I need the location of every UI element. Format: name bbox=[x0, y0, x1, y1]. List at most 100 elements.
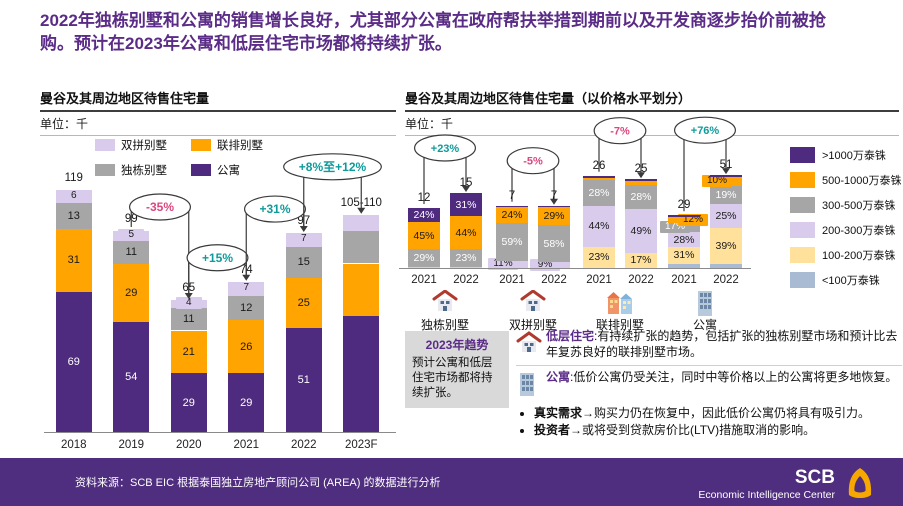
bar-segment bbox=[343, 214, 380, 232]
bar-segment bbox=[710, 175, 742, 178]
bar-segment bbox=[583, 246, 615, 268]
bar-segment bbox=[408, 266, 440, 268]
legend-item: 双拼别墅 bbox=[95, 137, 191, 153]
legend-item: 500-1000万泰铢 bbox=[790, 172, 902, 188]
condo-icon bbox=[689, 290, 721, 321]
bar-segment bbox=[583, 180, 615, 207]
x-axis-line bbox=[399, 268, 491, 269]
x-axis-line bbox=[44, 432, 396, 433]
bar-total-label: 74 bbox=[239, 263, 253, 276]
legend-label: 独栋别墅 bbox=[121, 165, 167, 177]
house-icon bbox=[516, 329, 546, 358]
bar-segment bbox=[228, 320, 265, 374]
legend-swatch bbox=[790, 247, 815, 263]
annotation-label: -35% bbox=[146, 200, 174, 214]
scb-wordmark: SCB bbox=[794, 467, 835, 488]
bar-segment-label: 10% bbox=[702, 175, 732, 188]
bar-segment bbox=[450, 193, 482, 217]
bar-segment bbox=[583, 177, 615, 181]
annotation-label: +15% bbox=[202, 251, 233, 265]
bar-total-label: 25 bbox=[634, 163, 648, 176]
annotation-bubble bbox=[414, 134, 476, 162]
legend-swatch bbox=[191, 164, 211, 176]
bar-segment bbox=[170, 330, 207, 374]
bar-segment-label: 25 bbox=[297, 297, 310, 310]
x-axis-label: 2022 bbox=[541, 274, 567, 286]
annotation-bubble bbox=[593, 117, 647, 145]
bar-segment-label: 28% bbox=[673, 233, 695, 246]
legend-swatch bbox=[790, 147, 815, 163]
bar-segment-label: 58% bbox=[543, 237, 565, 250]
bar-segment-label: 51 bbox=[297, 374, 310, 387]
bar-segment-label: 23% bbox=[455, 251, 477, 264]
bar-segment bbox=[55, 291, 92, 432]
bar-segment bbox=[710, 264, 742, 268]
bar-total-label: 29 bbox=[677, 199, 691, 212]
bar-segment-label: 29 bbox=[182, 396, 195, 409]
group-label: 双拼别墅 bbox=[508, 318, 557, 332]
legend-swatch bbox=[790, 272, 815, 288]
right-chart-header: 曼谷及其周边地区待售住宅量（以价格水平划分） 单位：千 bbox=[405, 88, 899, 136]
legend-swatch bbox=[95, 164, 115, 176]
legend-swatch bbox=[790, 172, 815, 188]
bar-segment-label: 24% bbox=[501, 208, 523, 221]
trends-title: 2023年趋势 bbox=[425, 338, 489, 352]
right-chart-legend: >1000万泰铢 500-1000万泰铢 300-500万泰铢 200-300万泰铢 1… bbox=[790, 147, 902, 297]
x-axis-label: 2022 bbox=[453, 274, 479, 286]
footer-bar: 资料来源：SCB EIC 根据泰国独立房地产顾问公司 (AREA) 的数据进行分… bbox=[0, 458, 903, 506]
bar-segment-label: 23% bbox=[588, 251, 610, 264]
bar-segment bbox=[668, 232, 700, 248]
bar-segment-label: 6 bbox=[60, 189, 87, 202]
bar-segment bbox=[55, 202, 92, 229]
bar-segment-label: 29 bbox=[125, 286, 138, 299]
bar-segment bbox=[450, 266, 482, 268]
x-axis-line bbox=[659, 268, 751, 269]
building-icon bbox=[516, 370, 546, 401]
legend-item: 公寓 bbox=[191, 162, 263, 178]
x-axis-label: 2019 bbox=[118, 439, 145, 451]
bar-segment bbox=[625, 209, 657, 253]
bar-segment-label: 11 bbox=[125, 246, 137, 259]
bar-segment-label: 21 bbox=[182, 345, 195, 358]
insight-condo-text: 公寓:低价公寓仍受关注，同时中等价格以上的公寓将更多地恢复。 bbox=[546, 369, 898, 384]
bar-segment-label: 28% bbox=[588, 187, 610, 200]
insight-bullets: 真实需求→购买力仍在恢复中，因此低价公寓仍将具有吸引力。 投资者→或将受到贷款房… bbox=[516, 406, 902, 439]
bar-segment bbox=[538, 225, 570, 263]
bar-total-label: 97 bbox=[297, 215, 311, 228]
bar-total-label: 105-110 bbox=[340, 196, 382, 209]
x-axis-label: 2021 bbox=[411, 274, 437, 286]
x-axis-line bbox=[574, 268, 666, 269]
bar-total-label: 65 bbox=[182, 282, 196, 295]
group-label: 公寓 bbox=[692, 318, 717, 332]
bar-segment-label: 69 bbox=[67, 355, 80, 368]
source-note: 资料来源：SCB EIC 根据泰国独立房地产顾问公司 (AREA) 的数据进行分… bbox=[75, 477, 441, 489]
x-axis-label: 2018 bbox=[60, 439, 87, 451]
annotation-bubble bbox=[283, 153, 382, 181]
scb-arch-icon bbox=[843, 464, 877, 505]
annotation-label: -5% bbox=[523, 156, 543, 168]
left-chart-title: 曼谷及其周边地区待售住宅量 bbox=[40, 88, 396, 112]
bar-segment bbox=[55, 229, 92, 292]
x-axis-label: 2021 bbox=[499, 274, 525, 286]
legend-swatch bbox=[95, 139, 115, 151]
bar-segment-label: 17% bbox=[630, 254, 652, 267]
bar-segment bbox=[170, 308, 207, 331]
trends-body: 预计公寓和低层住宅市场都将持续扩张。 bbox=[412, 357, 493, 399]
bar-segment bbox=[538, 206, 570, 226]
bar-segment bbox=[625, 184, 657, 210]
bar-segment-label: 11% bbox=[488, 257, 518, 270]
bar-segment-label: 25% bbox=[715, 209, 737, 222]
bar-total-label: 119 bbox=[64, 172, 83, 185]
bar-segment bbox=[625, 252, 657, 268]
bar-segment-label: 4 bbox=[175, 297, 202, 310]
bar-total-label: 12 bbox=[417, 192, 431, 204]
scb-logo: SCB Economic Intelligence Center bbox=[698, 464, 877, 505]
trends-box: 2023年趋势 预计公寓和低层住宅市场都将持续扩张。 bbox=[405, 331, 509, 408]
bar-segment bbox=[496, 205, 528, 207]
bar-segment bbox=[538, 205, 570, 207]
bar-segment bbox=[285, 328, 322, 432]
legend-label: 300-500万泰铢 bbox=[822, 200, 896, 212]
x-axis-label: 2021 bbox=[233, 439, 260, 451]
x-axis-label: 2022 bbox=[713, 274, 739, 286]
bar-segment-label: 44% bbox=[455, 226, 477, 239]
